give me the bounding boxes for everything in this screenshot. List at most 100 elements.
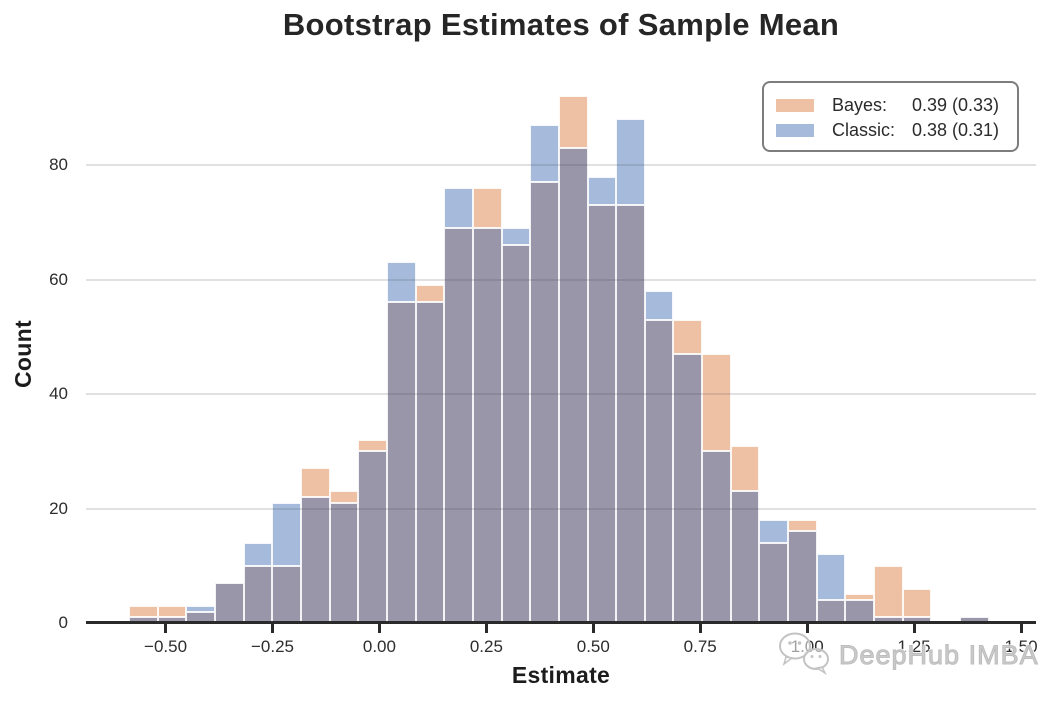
histogram-bar-overlap — [558, 147, 588, 623]
histogram-bar-classic — [644, 291, 674, 320]
histogram-bar-classic — [386, 262, 416, 303]
histogram-bar-classic — [616, 119, 645, 206]
histogram-bar-overlap — [243, 565, 273, 623]
watermark-text: DeepHub IMBA — [839, 640, 1039, 671]
histogram-bar-overlap — [788, 531, 817, 623]
histogram-bar-overlap — [702, 451, 731, 623]
histogram-bar-overlap — [501, 245, 531, 623]
histogram-bar-overlap — [329, 502, 359, 623]
histogram-bar-classic — [587, 176, 617, 206]
histogram-bar-bayes — [673, 319, 703, 354]
histogram-bar-overlap — [157, 617, 187, 623]
histogram-bar-classic — [816, 554, 846, 601]
x-tick-label: 0.25 — [469, 637, 503, 656]
histogram-bar-bayes — [874, 565, 903, 618]
histogram-bar-overlap — [386, 302, 416, 623]
x-axis-line — [86, 621, 1036, 624]
x-axis-label: Estimate — [511, 662, 611, 688]
histogram-bar-bayes — [788, 519, 817, 532]
histogram-bar-classic — [530, 125, 559, 183]
x-tick-mark — [1019, 624, 1023, 633]
x-tick-label: −0.25 — [250, 637, 294, 656]
wechat-bubbles-icon — [776, 631, 832, 680]
histogram-bar-overlap — [874, 617, 903, 623]
legend-label: Bayes: — [832, 95, 888, 115]
x-tick-label: 0.50 — [576, 637, 610, 656]
x-tick-mark — [591, 624, 595, 633]
histogram-bar-overlap — [816, 600, 846, 623]
gridline-y-40 — [86, 393, 1036, 396]
histogram-bar-overlap — [186, 611, 215, 623]
gridline-y-60 — [86, 278, 1036, 281]
histogram-bar-overlap — [960, 617, 989, 623]
x-tick-mark — [377, 624, 381, 633]
histogram-bar-classic — [243, 542, 273, 566]
legend-swatch-bayes — [776, 99, 814, 112]
gridline-y-20 — [86, 507, 1036, 510]
histogram-bar-bayes — [472, 188, 502, 229]
x-tick-mark — [270, 624, 274, 633]
x-tick-label: 0.75 — [683, 637, 717, 656]
x-tick-mark — [805, 624, 809, 633]
watermark: DeepHub IMBA — [776, 631, 1039, 680]
gridline-y-80 — [86, 164, 1036, 167]
histogram-bar-bayes — [329, 491, 359, 503]
legend-swatch-classic — [776, 124, 814, 137]
histogram-bar-overlap — [444, 228, 473, 623]
histogram-bar-classic — [186, 605, 215, 612]
histogram-bar-classic — [759, 519, 789, 543]
x-tick-mark — [698, 624, 702, 633]
histogram-bar-classic — [272, 502, 301, 566]
y-tick-label: 0 — [58, 613, 68, 632]
legend-value: 0.39 (0.33) — [912, 95, 1000, 115]
legend-value: 0.38 (0.31) — [912, 120, 1000, 140]
x-tick-label: 1.25 — [897, 637, 931, 656]
histogram-bar-bayes — [358, 439, 387, 452]
histogram-bar-bayes — [128, 605, 158, 618]
histogram-bar-classic — [444, 188, 473, 229]
y-tick-label: 40 — [49, 384, 68, 404]
histogram-bar-overlap — [673, 354, 703, 623]
x-tick-label: 1.50 — [1004, 637, 1038, 656]
histogram-bar-bayes — [730, 445, 760, 492]
histogram-bar-overlap — [759, 542, 789, 623]
histogram-bar-bayes — [702, 354, 731, 452]
histogram-bar-overlap — [300, 497, 330, 623]
histogram-bar-overlap — [415, 302, 445, 623]
x-tick-mark — [484, 624, 488, 633]
histogram-bar-overlap — [902, 617, 932, 623]
plot-area: −0.50−0.250.000.250.500.751.001.251.50 — [86, 85, 1038, 656]
x-tick-mark — [912, 624, 916, 633]
histogram-bar-overlap — [472, 228, 502, 623]
legend-label: Classic: — [832, 120, 896, 140]
y-tick-label: 80 — [49, 155, 68, 175]
chart-title: Bootstrap Estimates of Sample Mean — [282, 7, 840, 42]
histogram-bar-overlap — [644, 319, 674, 623]
legend: Bayes: 0.39 (0.33) Classic: 0.38 (0.31) — [762, 81, 1019, 152]
histogram-bar-classic — [501, 228, 531, 246]
histogram-bar-bayes — [415, 285, 445, 303]
histogram-bar-overlap — [272, 565, 301, 623]
histogram-bar-overlap — [730, 491, 760, 623]
histogram-bar-bayes — [902, 588, 932, 618]
x-tick-label: 0.00 — [362, 637, 396, 656]
histogram-bar-overlap — [128, 617, 158, 623]
y-tick-label: 60 — [49, 269, 68, 289]
x-tick-mark — [164, 624, 168, 633]
legend-item-bayes: Bayes: 0.39 (0.33) — [776, 93, 1005, 118]
histogram-bar-overlap — [530, 182, 559, 623]
x-tick-label: −0.50 — [144, 637, 188, 656]
histogram-bar-overlap — [845, 600, 875, 623]
histogram-bar-overlap — [214, 582, 244, 623]
histogram-bar-overlap — [616, 205, 645, 623]
y-tick-label: 20 — [49, 498, 68, 518]
histogram-bar-overlap — [358, 451, 387, 623]
histogram-bar-bayes — [558, 96, 588, 148]
histogram-bar-bayes — [300, 468, 330, 498]
y-tick-gutter: 0 20 40 60 80 — [0, 85, 78, 632]
histogram-bar-bayes — [157, 605, 187, 618]
histogram-bar-overlap — [587, 205, 617, 623]
histogram-bar-bayes — [845, 594, 875, 601]
legend-item-classic: Classic: 0.38 (0.31) — [776, 118, 1005, 143]
